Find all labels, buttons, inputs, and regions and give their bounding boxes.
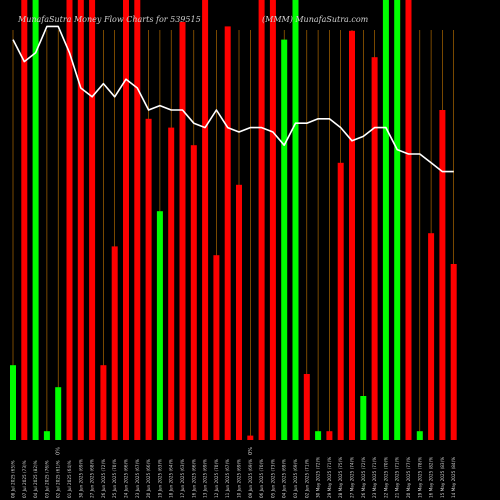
x-tick-label: 01 Jul 2025 (64)% [67, 460, 72, 498]
bar [168, 127, 175, 440]
x-tick-label: 13 Jun 2025 (69)% [203, 459, 208, 498]
x-tick-label: 19 Jun 2025 (63)% [157, 459, 162, 498]
x-tick-label: 10 Jun 2025 (69)% [237, 459, 242, 498]
x-tick-label: 15 May 2025 (83)% [440, 457, 445, 498]
x-tick-label: 25 Jun 2025 (70)% [112, 459, 117, 498]
chart-subtitle: (MMM) MunafaSutra.com [262, 15, 369, 24]
x-tick-label: 04 Jun 2025 (69)% [282, 459, 287, 498]
bar [111, 246, 118, 440]
x-tick-label: 06 Jun 2025 (70)% [259, 459, 264, 498]
bar [326, 431, 333, 440]
x-tick-label: 17 Jun 2025 (63)% [180, 459, 185, 498]
x-tick-label: 26 May 2025 (72)% [361, 457, 366, 498]
x-tick-label: 12 Jun 2025 (70)% [214, 459, 219, 498]
bar [315, 431, 322, 440]
bar [66, 0, 73, 440]
bar [145, 118, 152, 441]
x-tick-label: 23 May 2025 (71)% [372, 457, 377, 498]
bar [213, 255, 220, 440]
bar [77, 0, 84, 440]
zero-marker-label: 0% [248, 447, 254, 455]
x-tick-label: 05 Jun 2025 (73)% [270, 459, 275, 498]
bar [258, 0, 265, 440]
bar [123, 0, 129, 440]
x-tick-label: 14 May 2025 (84)% [451, 457, 456, 498]
bar [360, 396, 367, 440]
x-tick-label: 07 Jul 2025 (73)% [22, 460, 27, 498]
x-tick-label: 20 May 2025 (77)% [406, 457, 411, 498]
x-tick-label: 03 Jul 2025 (76)% [44, 460, 49, 498]
x-tick-label: 22 May 2025 (70)% [383, 457, 388, 498]
x-tick-labels: 08 Jul 2025 (65)% 07 Jul 2025 (73)% 04 Jul… [11, 457, 457, 498]
x-tick-label: 04 Jul 2025 (82)% [33, 460, 38, 498]
bar [428, 233, 435, 440]
bar [190, 145, 197, 440]
bar [134, 0, 141, 440]
bar-series [10, 0, 457, 441]
bar [156, 211, 163, 440]
x-tick-label: 27 May 2025 (74)% [350, 457, 355, 498]
bar [439, 110, 446, 440]
bar [55, 387, 62, 440]
x-tick-label: 02 Jul 2025 (61)% [56, 460, 61, 498]
flow-line-layer [12, 25, 454, 173]
bar [224, 26, 231, 441]
bar [269, 0, 276, 440]
x-tick-label: 30 Jun 2025 (69)% [78, 459, 83, 498]
x-tick-label: 11 Jun 2025 (67)% [225, 459, 230, 498]
x-tick-label: 19 May 2025 (78)% [417, 457, 422, 498]
bar [179, 22, 186, 440]
bar [337, 162, 344, 441]
x-tick-label: 08 Jul 2025 (65)% [11, 460, 16, 498]
x-tick-label: 24 Jun 2025 (66)% [124, 459, 129, 498]
x-tick-label: 27 Jun 2025 (68)% [90, 459, 95, 498]
x-tick-label: 21 May 2025 (71)% [395, 457, 400, 498]
bar [100, 365, 107, 440]
bar [303, 374, 310, 440]
bar [416, 431, 423, 440]
bar [382, 0, 389, 440]
x-tick-label: 03 Jun 2025 (69)% [293, 459, 298, 498]
chart-title: MunafaSutra Money Flow Charts for 539515 [17, 15, 201, 24]
x-tick-label: 26 Jun 2025 (72)% [101, 459, 106, 498]
x-tick-label: 16 May 2025 (82)% [429, 457, 434, 498]
bar [43, 431, 50, 440]
bar [349, 30, 355, 441]
x-tick-label: 23 Jun 2025 (67)% [135, 459, 140, 498]
bar [394, 0, 401, 440]
bar [236, 184, 242, 440]
bar [281, 39, 288, 440]
zero-marker-label: 0% [56, 447, 62, 455]
bar [247, 435, 254, 440]
bar [371, 57, 378, 440]
bar [10, 365, 16, 440]
bar [21, 0, 28, 440]
x-tick-label: 16 Jun 2025 (66)% [191, 459, 196, 498]
x-tick-label: 20 Jun 2025 (66)% [146, 459, 151, 498]
x-tick-label: 02 Jun 2025 (71)% [304, 459, 309, 498]
marker-labels: 0% 0% [56, 447, 254, 455]
bar [292, 0, 299, 440]
bar [32, 0, 39, 440]
bar [89, 0, 96, 440]
flow-line [12, 25, 454, 173]
x-tick-label: 29 May 2025 (71)% [327, 457, 332, 498]
x-tick-label: 18 Jun 2025 (64)% [169, 459, 174, 498]
x-tick-label: 30 May 2025 (72)% [316, 457, 321, 498]
bar [405, 0, 412, 440]
bar [450, 264, 457, 440]
x-tick-label: 28 May 2025 (75)% [338, 457, 343, 498]
bar [202, 0, 209, 440]
x-tick-label: 09 Jun 2025 (69)% [248, 459, 253, 498]
